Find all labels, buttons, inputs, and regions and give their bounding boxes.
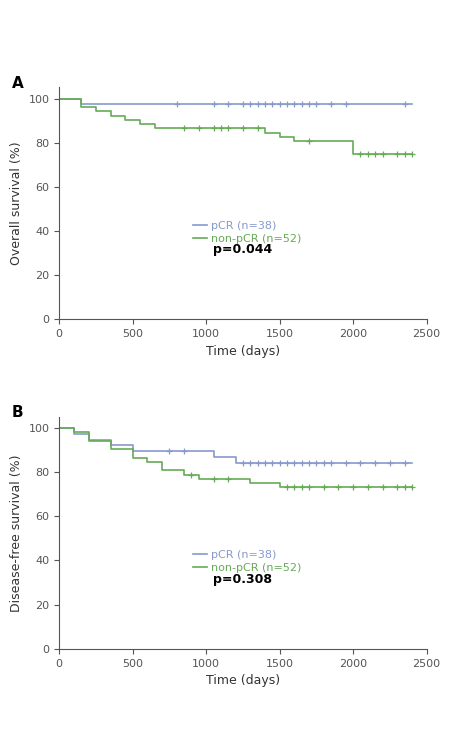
Y-axis label: Disease-free survival (%): Disease-free survival (%) [10, 454, 23, 612]
Text: p=0.044: p=0.044 [213, 243, 273, 257]
Y-axis label: Overall survival (%): Overall survival (%) [10, 141, 23, 265]
X-axis label: Time (days): Time (days) [206, 674, 280, 687]
Text: B: B [11, 405, 23, 420]
Text: p=0.308: p=0.308 [213, 573, 273, 585]
X-axis label: Time (days): Time (days) [206, 345, 280, 358]
Legend: pCR (n=38), non-pCR (n=52): pCR (n=38), non-pCR (n=52) [193, 550, 301, 573]
Legend: pCR (n=38), non-pCR (n=52): pCR (n=38), non-pCR (n=52) [193, 221, 301, 244]
Text: A: A [11, 76, 23, 91]
